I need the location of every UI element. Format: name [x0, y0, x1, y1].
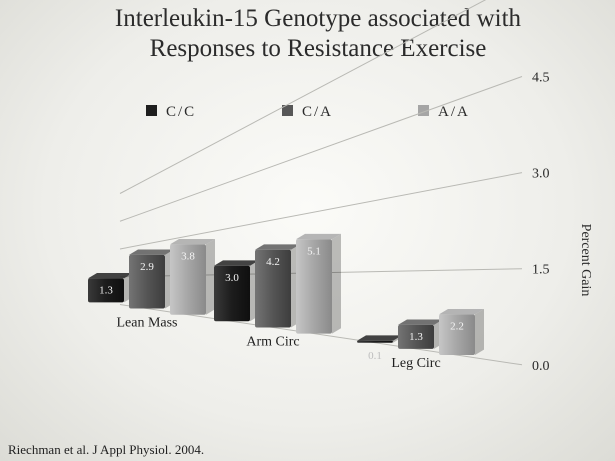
legend: C/C C/A A/A	[146, 104, 470, 120]
bar-ca-lean-mass	[129, 249, 174, 309]
legend-label-aa: A/A	[438, 104, 470, 120]
legend-swatch-aa	[418, 105, 429, 116]
chart-title-line-2: Responses to Resistance Exercise	[150, 35, 487, 62]
chart-title-line-1: Interleukin-15 Genotype associated with	[115, 5, 522, 32]
bar-value-label: 0.1	[368, 350, 382, 362]
bar-data-labels: 1.3 2.9 3.8 3.0 4.2 5.1 0.1 1.3 2.2	[99, 245, 464, 362]
legend-label-ca: C/A	[302, 104, 333, 120]
bar-value-label: 1.3	[409, 331, 423, 343]
category-labels: Lean Mass Arm Circ Leg Circ	[116, 316, 440, 371]
bar-aa-leg-circ	[439, 308, 484, 356]
bars	[88, 233, 484, 356]
legend-swatch-ca	[282, 105, 293, 116]
chart-title: Interleukin-15 Genotype associated with …	[115, 5, 522, 62]
bar-value-label: 3.0	[225, 272, 239, 284]
bar-value-label: 2.2	[450, 320, 464, 332]
bar-value-label: 5.1	[307, 245, 321, 257]
legend-label-cc: C/C	[166, 104, 196, 120]
y-tick-label: 0.0	[532, 359, 550, 374]
bar-aa-lean-mass	[170, 239, 215, 315]
bar-value-label: 1.3	[99, 284, 113, 296]
y-axis-ticks: 0.01.53.04.56.0	[532, 71, 550, 374]
bar-cc-leg-circ	[357, 335, 402, 343]
gridline	[119, 76, 523, 222]
category-label: Arm Circ	[246, 334, 299, 349]
gridline	[119, 0, 487, 194]
source-citation: Riechman et al. J Appl Physiol. 2004.	[8, 442, 204, 457]
y-tick-label: 1.5	[532, 263, 550, 278]
y-tick-label: 3.0	[532, 167, 550, 182]
bar-value-label: 4.2	[266, 256, 280, 268]
bar-value-label: 3.8	[181, 250, 195, 262]
bar-cc-arm-circ	[214, 260, 259, 322]
y-axis-label: Percent Gain	[578, 224, 593, 297]
bar-aa-arm-circ	[296, 233, 341, 334]
legend-swatch-cc	[146, 105, 157, 116]
gridline	[119, 172, 523, 250]
category-label: Lean Mass	[116, 316, 177, 331]
bar-value-label: 2.9	[140, 261, 154, 273]
category-label: Leg Circ	[391, 356, 440, 371]
y-tick-label: 4.5	[532, 71, 550, 86]
